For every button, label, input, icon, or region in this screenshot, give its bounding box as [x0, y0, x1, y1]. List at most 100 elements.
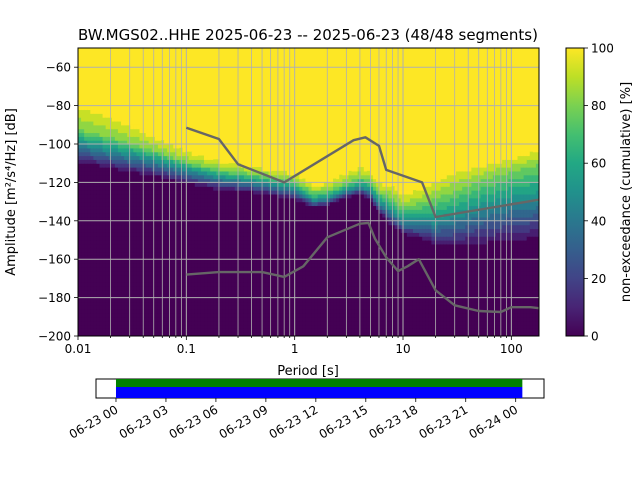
- heatmap-cell: [200, 274, 205, 279]
- heatmap-cell: [379, 201, 383, 207]
- heatmap-cell: [157, 193, 162, 199]
- heatmap-cell: [213, 293, 217, 299]
- heatmap-cell: [204, 174, 208, 180]
- heatmap-cell: [369, 316, 374, 322]
- heatmap-cell: [302, 232, 307, 237]
- heatmap-cell: [326, 193, 331, 199]
- heatmap-cell: [317, 286, 322, 291]
- heatmap-cell: [394, 263, 399, 268]
- heatmap-cell: [210, 167, 214, 172]
- heatmap-cell: [376, 266, 380, 272]
- heatmap-cell: [111, 117, 116, 122]
- heatmap-cell: [99, 240, 104, 245]
- heatmap-cell: [160, 297, 165, 303]
- heatmap-cell: [148, 251, 153, 256]
- heatmap-cell: [274, 193, 279, 199]
- heatmap-cell: [397, 224, 402, 230]
- heatmap-cell: [290, 228, 294, 233]
- heatmap-cell: [145, 243, 150, 249]
- heatmap-cell: [394, 332, 399, 336]
- heatmap-cell: [302, 213, 307, 218]
- heatmap-cell: [296, 297, 300, 303]
- heatmap-cell: [133, 209, 137, 214]
- heatmap-cell: [330, 259, 334, 264]
- heatmap-cell: [351, 263, 356, 268]
- heatmap-cell: [176, 197, 181, 203]
- heatmap-cell: [102, 270, 107, 276]
- heatmap-cell: [78, 120, 82, 126]
- heatmap-cell: [326, 236, 331, 241]
- heatmap-cell: [376, 232, 380, 237]
- heatmap-cell: [376, 220, 380, 226]
- heatmap-cell: [133, 178, 137, 183]
- heatmap-cell: [207, 289, 211, 295]
- heatmap-cell: [136, 170, 141, 176]
- heatmap-cell: [262, 305, 267, 310]
- heatmap-cell: [170, 190, 174, 195]
- heatmap-cell: [90, 167, 94, 172]
- heatmap-cell: [311, 332, 316, 336]
- heatmap-cell: [219, 224, 224, 230]
- heatmap-cell: [148, 186, 153, 191]
- heatmap-cell: [148, 178, 153, 183]
- heatmap-cell: [376, 320, 380, 326]
- heatmap-cell: [308, 332, 313, 336]
- heatmap-cell: [228, 251, 233, 256]
- heatmap-cell: [102, 155, 107, 160]
- heatmap-cell: [388, 286, 393, 291]
- heatmap-cell: [283, 263, 288, 268]
- heatmap-cell: [234, 263, 239, 268]
- heatmap-cell: [84, 289, 88, 295]
- heatmap-cell: [87, 147, 91, 153]
- heatmap-cell: [231, 286, 236, 291]
- heatmap-cell: [369, 286, 374, 291]
- heatmap-cell: [345, 259, 350, 264]
- heatmap-cell: [170, 301, 174, 306]
- heatmap-cell: [231, 320, 236, 326]
- heatmap-cell: [360, 251, 365, 256]
- heatmap-cell: [81, 228, 85, 233]
- heatmap-cell: [154, 193, 159, 199]
- heatmap-cell: [157, 297, 162, 303]
- heatmap-cell: [87, 224, 91, 230]
- heatmap-cell: [394, 289, 399, 295]
- heatmap-cell: [84, 266, 88, 272]
- heatmap-cell: [148, 197, 153, 203]
- heatmap-cell: [176, 320, 181, 326]
- heatmap-cell: [173, 278, 177, 283]
- heatmap-cell: [213, 228, 217, 233]
- heatmap-cell: [385, 182, 389, 187]
- heatmap-cell: [157, 270, 162, 276]
- heatmap-cell: [191, 293, 196, 299]
- heatmap-cell: [176, 236, 181, 241]
- heatmap-cell: [234, 174, 239, 180]
- heatmap-cell: [348, 274, 353, 279]
- heatmap-cell: [243, 312, 248, 318]
- heatmap-cell: [154, 263, 159, 268]
- heatmap-cell: [391, 201, 396, 207]
- heatmap-cell: [320, 255, 325, 260]
- heatmap-cell: [185, 274, 190, 279]
- heatmap-cell: [188, 259, 193, 264]
- heatmap-cell: [277, 197, 282, 203]
- heatmap-cell: [376, 186, 380, 191]
- heatmap-cell: [219, 190, 224, 195]
- heatmap-cell: [339, 328, 343, 333]
- heatmap-cell: [237, 197, 242, 203]
- heatmap-cell: [305, 251, 310, 256]
- heatmap-cell: [133, 278, 137, 283]
- heatmap-cell: [369, 255, 374, 260]
- heatmap-cell: [339, 216, 343, 222]
- heatmap-cell: [200, 178, 205, 183]
- heatmap-cell: [133, 255, 137, 260]
- heatmap-cell: [373, 255, 377, 260]
- heatmap-cell: [351, 293, 356, 299]
- heatmap-cell: [154, 240, 159, 245]
- heatmap-cell: [222, 251, 227, 256]
- heatmap-cell: [185, 151, 190, 157]
- heatmap-cell: [247, 201, 251, 207]
- heatmap-cell: [237, 201, 242, 207]
- heatmap-cell: [197, 209, 202, 214]
- heatmap-cell: [164, 205, 168, 210]
- heatmap-cell: [167, 205, 171, 210]
